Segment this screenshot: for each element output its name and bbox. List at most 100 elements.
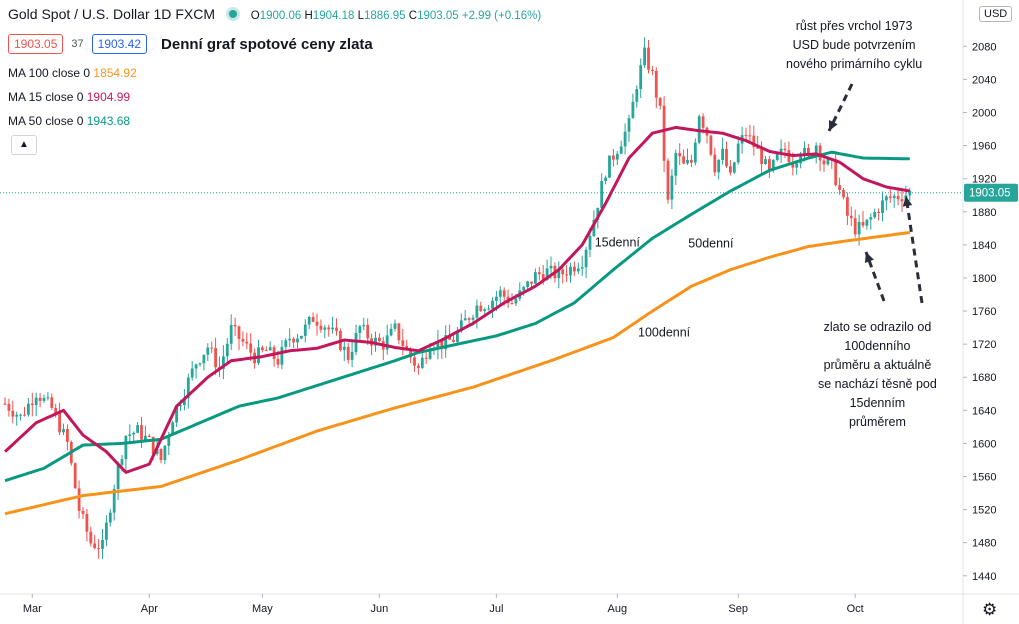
legend-ma100-value: 1854.92 xyxy=(93,66,137,80)
candle-body xyxy=(666,160,670,200)
candle-body xyxy=(300,335,303,339)
candle-body xyxy=(89,531,93,544)
candle-body xyxy=(276,359,280,365)
arrow-breakout-head xyxy=(829,120,838,131)
candle-body xyxy=(748,135,752,137)
candle-body xyxy=(530,281,533,284)
candle-body xyxy=(592,219,596,237)
candle-body xyxy=(627,118,631,132)
ma15-line xyxy=(3,125,911,474)
candle-body xyxy=(565,274,568,276)
candle-body xyxy=(210,347,214,349)
ma100-line xyxy=(4,231,910,516)
currency-button[interactable]: USD xyxy=(979,6,1013,22)
candle-body xyxy=(881,200,884,214)
candle-body xyxy=(549,265,553,269)
collapse-legend-button[interactable]: ▲ xyxy=(11,135,37,155)
candle-body xyxy=(608,155,611,178)
candle-body xyxy=(682,156,685,164)
legend-ma15-name: MA 15 close 0 xyxy=(8,90,84,104)
candle-body xyxy=(857,221,861,235)
legend-ma50[interactable]: MA 50 close 0 1943.68 xyxy=(8,114,130,128)
candle-body xyxy=(842,189,845,198)
candle-body xyxy=(440,341,444,350)
candle-body xyxy=(101,539,104,549)
candle-body xyxy=(307,316,311,325)
candle-body xyxy=(670,175,674,200)
candle-body xyxy=(502,290,506,297)
candle-body xyxy=(615,153,619,160)
candle-body xyxy=(124,436,128,460)
candle-body xyxy=(112,489,116,513)
candle-body xyxy=(393,323,397,329)
candle-body xyxy=(296,338,299,343)
candle-body xyxy=(834,159,838,186)
candle-body xyxy=(459,320,463,332)
y-tick-label: 1960 xyxy=(972,141,996,153)
annotation-bounce-line-4: se nachází těsně pod xyxy=(818,377,937,391)
candle-body xyxy=(576,268,580,272)
candle-body xyxy=(826,158,830,165)
candle-body xyxy=(241,338,245,342)
sell-button[interactable]: 1903.05 xyxy=(8,34,64,54)
candle-body xyxy=(791,161,795,168)
candle-body xyxy=(487,308,490,310)
candle-body xyxy=(678,152,682,157)
candle-body xyxy=(288,338,292,341)
annotation-breakout-line-3: nového primárního cyklu xyxy=(786,57,923,71)
legend-ma100[interactable]: MA 100 close 0 1854.92 xyxy=(8,66,137,80)
candle-body xyxy=(186,377,190,398)
candle-body xyxy=(331,327,334,330)
candle-body xyxy=(869,217,873,220)
candle-body xyxy=(128,434,132,437)
candle-body xyxy=(686,159,689,164)
market-status-icon xyxy=(228,10,237,18)
candle-body xyxy=(3,403,7,405)
interval-label[interactable]: 1D xyxy=(153,6,172,22)
annotation-bounce: zlato se odrazilo od 100denního průměru … xyxy=(818,318,937,432)
candle-body xyxy=(19,414,22,416)
gear-icon[interactable]: ⚙ xyxy=(982,600,998,619)
candle-body xyxy=(471,317,475,320)
candle-body xyxy=(647,47,650,70)
candle-body xyxy=(206,347,210,355)
candle-body xyxy=(140,425,143,440)
candle-body xyxy=(280,346,284,365)
y-tick-label: 1640 xyxy=(972,405,996,417)
candle-body xyxy=(417,365,420,368)
x-tick-label: Mar xyxy=(23,603,42,615)
y-tick-label: 1520 xyxy=(972,505,996,517)
candle-body xyxy=(175,406,178,423)
buy-button[interactable]: 1903.42 xyxy=(91,34,148,54)
symbol-name[interactable]: Gold Spot / U.S. Dollar xyxy=(8,6,150,22)
ma50-chart-label: 50denní xyxy=(688,236,734,250)
spread-value: 37 xyxy=(71,38,84,50)
candle-body xyxy=(619,146,623,154)
y-tick-label: 1840 xyxy=(972,240,996,252)
candle-body xyxy=(81,510,85,514)
candle-body xyxy=(190,368,194,378)
candle-body xyxy=(892,195,896,199)
candle-body xyxy=(537,272,541,275)
candle-body xyxy=(885,196,888,201)
candle-body xyxy=(179,405,182,407)
candle-body xyxy=(654,70,658,98)
candle-body xyxy=(822,160,826,165)
candle-body xyxy=(635,89,639,102)
chevron-up-icon: ▲ xyxy=(19,139,29,150)
candle-body xyxy=(709,135,713,155)
legend-ma15[interactable]: MA 15 close 0 1904.99 xyxy=(8,90,130,104)
candle-body xyxy=(389,328,393,336)
candle-body xyxy=(202,354,206,364)
candle-body xyxy=(795,163,799,168)
arrow-breakout xyxy=(827,83,854,132)
y-tick-label: 1880 xyxy=(972,207,996,219)
candle-body xyxy=(397,323,401,341)
candle-body xyxy=(38,397,42,401)
y-tick-label: 1760 xyxy=(972,306,996,318)
last-price-badge xyxy=(964,183,1018,202)
candle-body xyxy=(900,199,904,202)
candle-body xyxy=(120,459,124,465)
arrow-ma15 xyxy=(904,195,924,304)
